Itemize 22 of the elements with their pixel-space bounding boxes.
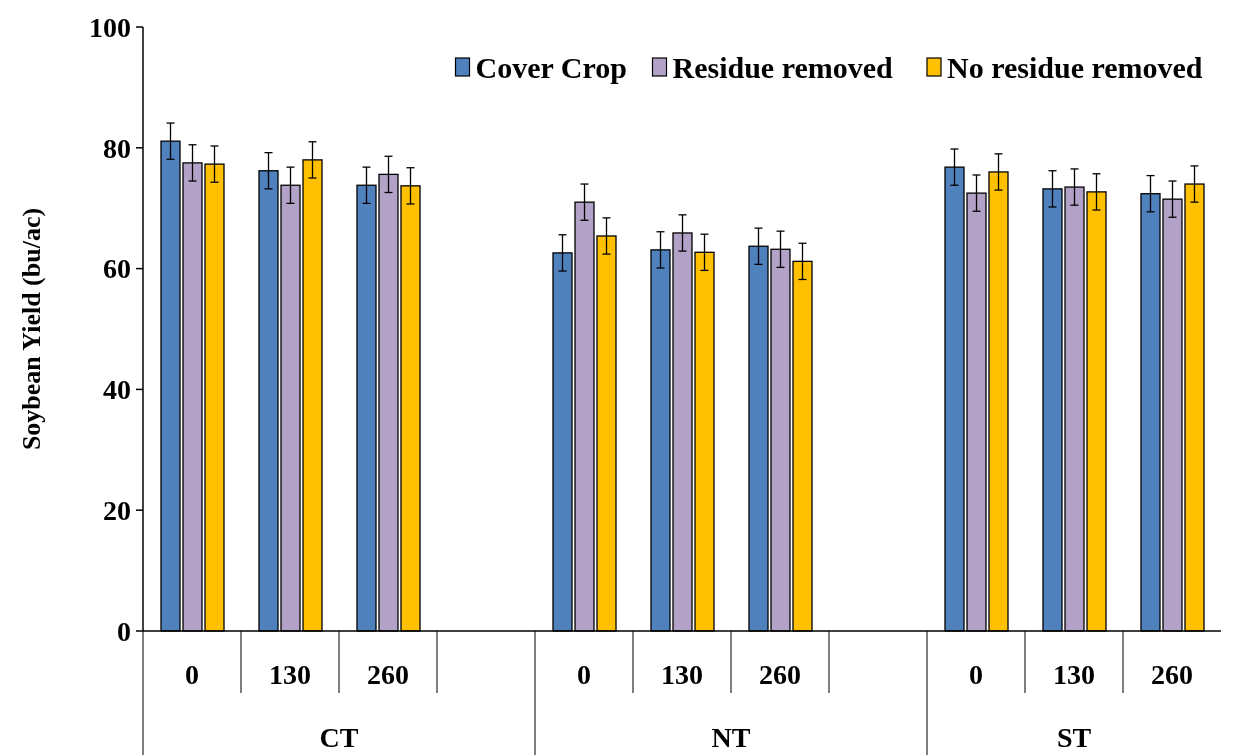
text: NT xyxy=(711,721,751,753)
x-tick-label: 260 xyxy=(367,658,409,690)
x-tick-label: 130 xyxy=(269,658,311,690)
y-tick-label: 40 xyxy=(103,374,131,406)
x-tick-label: 260 xyxy=(759,658,801,690)
x-tick-label: 0 xyxy=(577,658,591,690)
y-tick-label: 60 xyxy=(103,253,131,285)
legend-label: Residue removed xyxy=(672,50,894,84)
text: ST xyxy=(1056,721,1092,753)
x-tick-label: 130 xyxy=(661,658,703,690)
x-tick-label: 130 xyxy=(1053,658,1095,690)
y-tick-label: 100 xyxy=(89,11,131,43)
legend-label: Cover Crop xyxy=(475,50,627,84)
x-tick-label: 0 xyxy=(185,658,199,690)
y-tick-label: 80 xyxy=(103,132,131,164)
legend-label: No residue removed xyxy=(947,50,1203,84)
text: CT xyxy=(319,721,359,753)
x-tick-label: 0 xyxy=(969,658,983,690)
y-tick-label: 0 xyxy=(117,615,131,647)
y-tick-label: 20 xyxy=(103,495,131,526)
x-tick-label: 260 xyxy=(1151,658,1193,690)
y-axis-title: Soybean Yield (bu/ac) xyxy=(17,207,46,451)
